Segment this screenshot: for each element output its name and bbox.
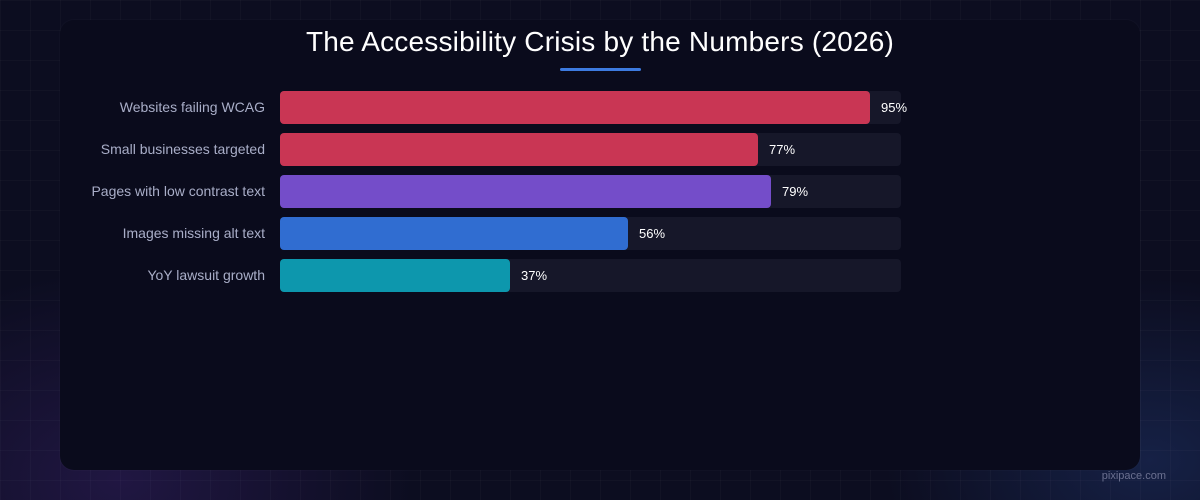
bar-value-label: 79% — [782, 184, 809, 199]
bar-value-label: 56% — [639, 226, 666, 241]
bar-row: Websites failing WCAG 95% — [0, 91, 1200, 124]
watermark: pixipace.com — [1101, 470, 1166, 482]
bar-category-label: Pages with low contrast text — [91, 183, 265, 199]
bar — [280, 133, 758, 166]
bar — [280, 217, 628, 250]
bar-chart: Websites failing WCAG 95% Small businesses… — [0, 91, 1200, 292]
bar-track — [280, 133, 901, 166]
bar — [280, 259, 510, 292]
chart-title: The Accessibility Crisis by the Numbers … — [305, 26, 895, 57]
bar — [280, 91, 870, 124]
bar-row: Pages with low contrast text 79% — [0, 175, 1200, 208]
bar-row: YoY lawsuit growth 37% — [0, 259, 1200, 292]
bar-track — [280, 175, 901, 208]
bar-value-label: 77% — [769, 142, 796, 157]
bar-category-label: Websites failing WCAG — [119, 99, 265, 115]
bar-value-label: 95% — [881, 100, 908, 115]
bar-category-label: Images missing alt text — [122, 225, 265, 241]
bar-row: Small businesses targeted 77% — [0, 133, 1200, 166]
bar — [280, 175, 771, 208]
bar-track — [280, 91, 901, 124]
bar-category-label: YoY lawsuit growth — [147, 267, 265, 283]
title-underline — [560, 68, 641, 71]
bar-row: Images missing alt text 56% — [0, 217, 1200, 250]
bar-track — [280, 259, 901, 292]
bar-category-label: Small businesses targeted — [100, 141, 265, 157]
bar-track — [280, 217, 901, 250]
bar-value-label: 37% — [521, 268, 548, 283]
